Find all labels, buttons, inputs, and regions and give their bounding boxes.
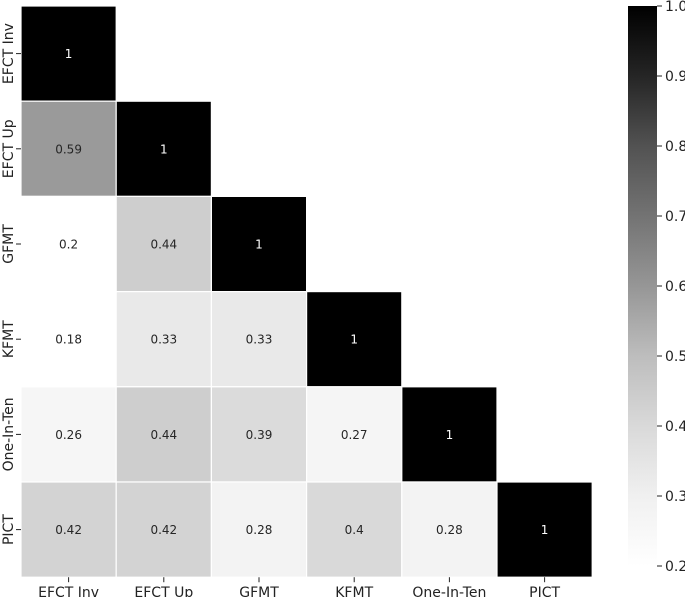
colorbar-tick-label: 1.0	[665, 0, 685, 15]
heatmap-cell-2-0	[20, 195, 117, 293]
cell-value-label: 1	[255, 238, 263, 252]
colorbar-tick-label: 0.8	[665, 139, 685, 155]
heatmap-cell-4-1	[115, 386, 212, 483]
colorbar-tick-label: 0.2	[665, 559, 685, 575]
heatmap-cell-5-1	[115, 481, 212, 578]
heatmap-cell-5-4	[401, 481, 498, 578]
y-tick-label: PICT	[1, 514, 17, 545]
cell-value-label: 0.2	[59, 238, 78, 252]
x-tick-label: GFMT	[239, 585, 279, 597]
y-tick-label: GFMT	[1, 224, 17, 264]
x-axis: EFCT Inv EFCT Up GFMT KFMT One-In-Ten PICT	[38, 577, 560, 597]
colorbar-gradient	[628, 6, 657, 566]
cell-value-label: 0.33	[246, 333, 273, 347]
cell-value-label: 0.28	[436, 523, 463, 537]
x-tick-label: EFCT Up	[134, 585, 193, 597]
cell-value-label: 0.26	[55, 428, 82, 442]
heatmap-cell-2-2	[210, 195, 308, 293]
cell-value-label: 0.44	[150, 238, 177, 252]
heatmap-cells	[20, 5, 593, 578]
cell-value-label: 1	[350, 333, 358, 347]
heatmap-cell-1-1	[115, 100, 212, 197]
cell-value-label: 1	[541, 523, 549, 537]
cell-value-label: 0.33	[150, 333, 177, 347]
cell-value-label: 0.39	[246, 428, 273, 442]
colorbar-tick-label: 0.4	[665, 419, 685, 435]
cell-value-label: 1	[446, 428, 454, 442]
colorbar-tick-label: 0.3	[665, 489, 685, 505]
x-tick-label: EFCT Inv	[38, 585, 99, 597]
heatmap-cell-3-3	[306, 291, 403, 388]
cell-value-label: 0.44	[150, 428, 177, 442]
cell-value-label: 1	[65, 47, 73, 61]
colorbar-tick-label: 0.6	[665, 279, 685, 295]
heatmap-cell-1-0	[20, 100, 117, 197]
heatmap-cell-4-2	[210, 386, 308, 483]
x-tick-label: PICT	[529, 585, 560, 597]
heatmap-cell-2-1	[115, 195, 212, 293]
heatmap-cell-labels: 1 0.59 1 0.2 0.44 1 0.18 0.33 0.33 1 0.26 0.44 0.39 0…	[55, 47, 548, 537]
heatmap-cell-5-2	[210, 481, 308, 578]
cell-value-label: 0.59	[55, 142, 82, 156]
y-tick-label: One-In-Ten	[1, 397, 17, 471]
heatmap-cell-5-5	[496, 481, 593, 578]
y-axis: EFCT Inv EFCT Up GFMT KFMT One-In-Ten PICT	[1, 23, 21, 545]
heatmap-cell-3-1	[115, 291, 212, 388]
x-tick-label: KFMT	[335, 585, 373, 597]
cell-value-label: 0.42	[55, 523, 82, 537]
heatmap-cell-0-0	[20, 5, 117, 102]
heatmap-cell-4-4	[401, 386, 498, 483]
cell-value-label: 0.27	[341, 428, 368, 442]
colorbar-tick-label: 0.7	[665, 209, 685, 225]
colorbar-tick-label: 0.5	[665, 349, 685, 365]
cell-value-label: 0.18	[55, 333, 82, 347]
heatmap-cell-5-3	[306, 481, 403, 578]
y-tick-label: KFMT	[1, 320, 17, 358]
cell-value-label: 0.28	[246, 523, 273, 537]
y-tick-label: EFCT Inv	[1, 23, 17, 84]
colorbar-tick-label: 0.9	[665, 69, 685, 85]
x-tick-label: One-In-Ten	[412, 585, 486, 597]
heatmap-cell-4-3	[306, 386, 403, 483]
cell-value-label: 0.4	[345, 523, 364, 537]
y-tick-label: EFCT Up	[1, 119, 17, 178]
cell-value-label: 0.42	[150, 523, 177, 537]
colorbar: 0.2 0.3 0.4 0.5 0.6 0.7 0.8 0.9 1.0	[628, 0, 685, 575]
cell-value-label: 1	[160, 142, 168, 156]
